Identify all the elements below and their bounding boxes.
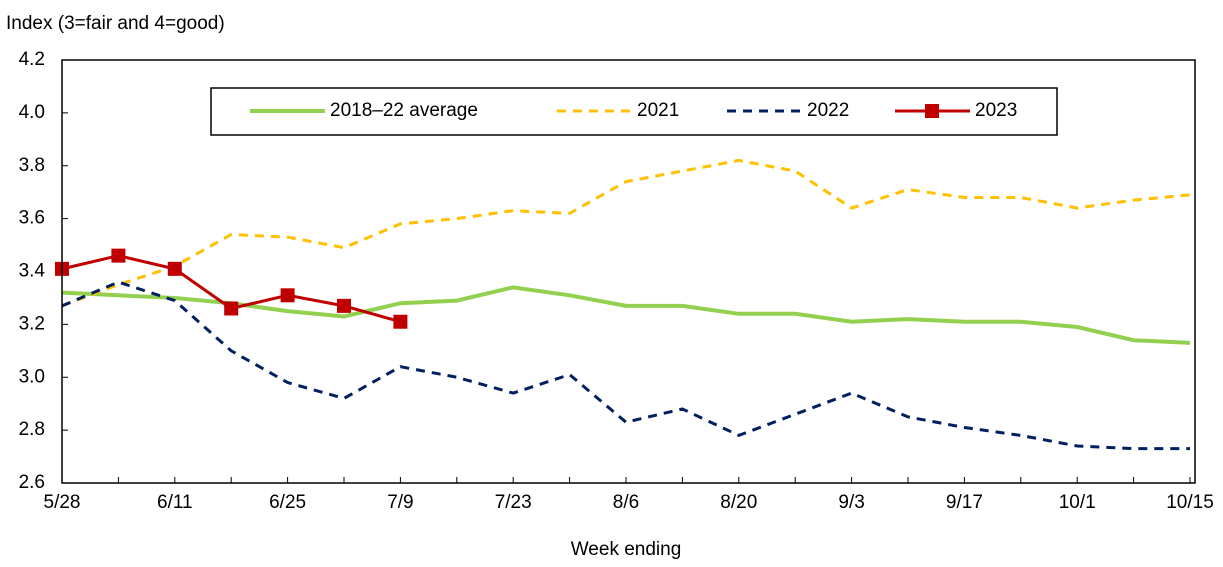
series-line <box>61 158 1191 308</box>
series-marker <box>280 288 295 303</box>
y-tick-label: 3.0 <box>19 366 45 387</box>
series-line <box>61 285 1191 345</box>
series-marker <box>337 298 351 313</box>
legend-label: 2021 <box>637 100 679 121</box>
series-marker <box>111 248 126 263</box>
x-tick-label: 5/28 <box>44 492 81 513</box>
x-tick-label: 9/17 <box>946 492 983 513</box>
x-tick-label: 8/6 <box>613 492 639 513</box>
y-tick-label: 3.2 <box>19 313 45 334</box>
plot-frame <box>61 59 1196 484</box>
series-line <box>61 280 1190 451</box>
legend-label: 2022 <box>807 100 849 121</box>
y-tick-label: 3.6 <box>19 208 45 229</box>
legend-marker <box>925 104 939 118</box>
series-marker <box>393 314 408 329</box>
series-marker <box>167 261 182 276</box>
y-tick-label: 3.8 <box>19 155 45 176</box>
y-tick-label: 2.6 <box>19 472 45 493</box>
x-tick-label: 6/25 <box>269 492 306 513</box>
x-tick-label: 7/23 <box>495 492 532 513</box>
x-tick-label: 7/9 <box>387 492 413 513</box>
y-tick-label: 2.8 <box>19 419 45 440</box>
x-axis-label: Week ending <box>571 539 682 560</box>
y-tick-label: 4.2 <box>19 49 45 70</box>
x-tick-label: 8/20 <box>720 492 757 513</box>
x-tick-label: 10/15 <box>1166 492 1214 513</box>
legend-label: 2018–22 average <box>330 100 478 121</box>
series-marker <box>224 301 239 316</box>
y-tick-label: 3.4 <box>19 261 46 282</box>
legend-label: 2023 <box>975 100 1017 121</box>
x-tick-label: 6/11 <box>157 492 193 513</box>
y-tick-label: 4.0 <box>19 102 45 123</box>
y-axis-label: Index (3=fair and 4=good) <box>6 13 225 34</box>
x-tick-label: 9/3 <box>838 492 864 513</box>
x-tick-label: 10/1 <box>1059 492 1096 513</box>
